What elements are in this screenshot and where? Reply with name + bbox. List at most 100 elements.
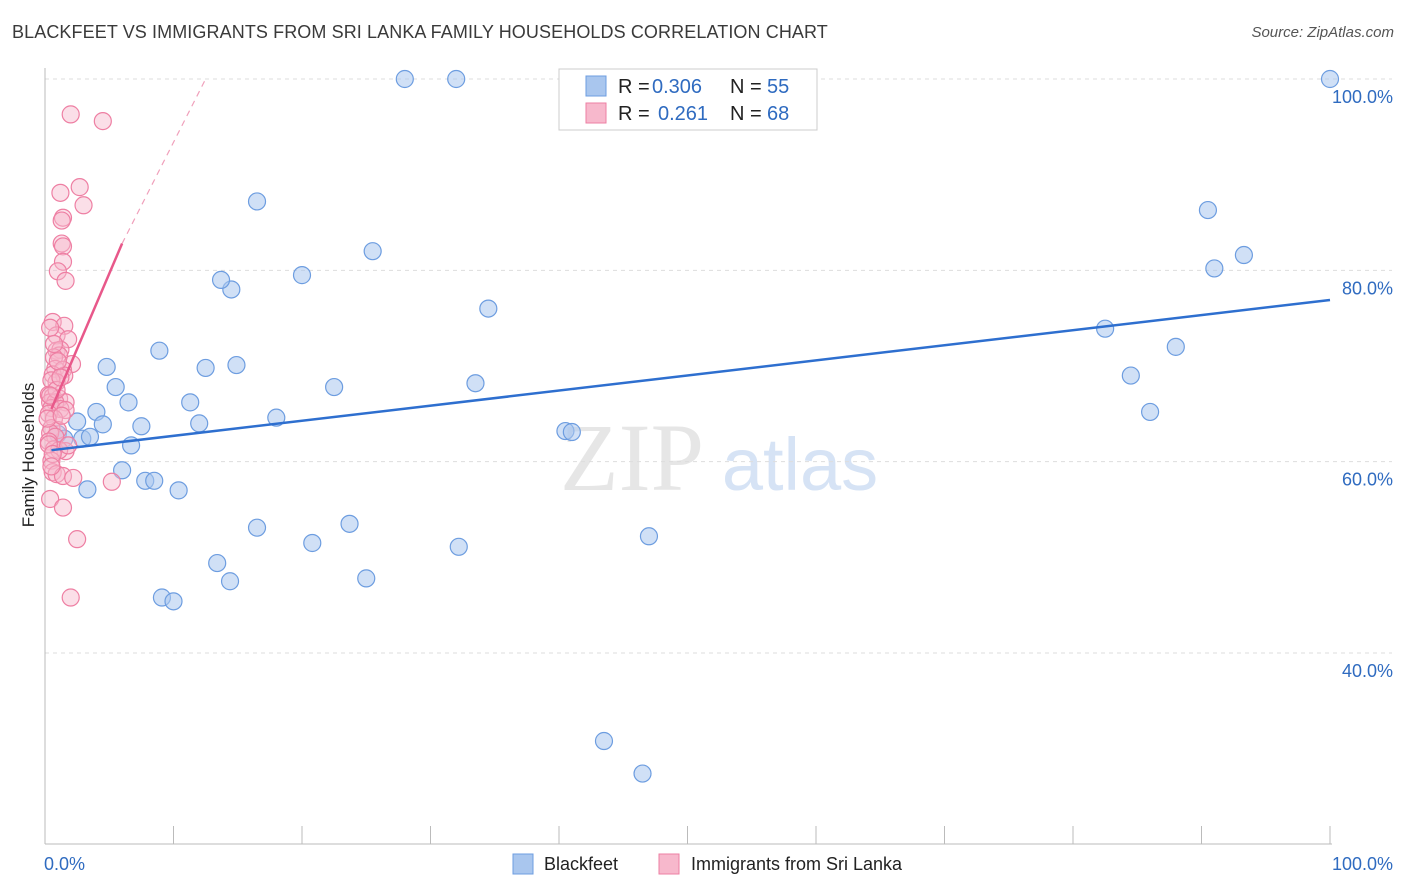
y-tick-label: 60.0%: [1342, 470, 1393, 490]
point-blackfeet: [1205, 259, 1224, 278]
point-sri-lanka: [38, 409, 57, 428]
point-blackfeet: [227, 355, 246, 375]
point-blackfeet: [303, 533, 322, 553]
point-sri-lanka: [93, 111, 112, 131]
series-blackfeet-points: [48, 69, 1340, 783]
bottom-legend: Blackfeet Immigrants from Sri Lanka: [512, 853, 903, 875]
source-label: Source: ZipAtlas.com: [1251, 24, 1394, 41]
point-sri-lanka: [59, 436, 78, 455]
legend-n-label: N =: [730, 103, 762, 125]
legend-n-sri-lanka: 68: [767, 103, 789, 125]
point-blackfeet: [220, 572, 240, 591]
point-blackfeet: [395, 69, 414, 89]
point-blackfeet: [169, 481, 188, 500]
point-blackfeet: [1096, 319, 1115, 338]
point-blackfeet: [633, 764, 652, 783]
bottom-legend-sri-lanka: Immigrants from Sri Lanka: [691, 854, 903, 874]
bottom-legend-swatch-sri-lanka: [658, 853, 680, 875]
trend-line-blackfeet: [51, 298, 1331, 452]
y-tick-label: 40.0%: [1342, 661, 1393, 681]
series-sri-lanka-points: [38, 105, 121, 607]
point-sri-lanka: [68, 530, 87, 549]
point-blackfeet: [145, 471, 164, 490]
point-sri-lanka: [44, 334, 64, 354]
point-blackfeet: [93, 415, 112, 434]
point-blackfeet: [1166, 337, 1185, 356]
legend-swatch-sri-lanka: [585, 102, 607, 124]
legend-r-label: R =: [618, 103, 650, 125]
point-blackfeet: [562, 422, 581, 442]
point-sri-lanka: [52, 406, 71, 425]
point-sri-lanka: [41, 318, 60, 337]
point-blackfeet: [181, 393, 200, 412]
point-blackfeet: [247, 192, 267, 211]
point-blackfeet: [80, 427, 100, 446]
point-blackfeet: [639, 527, 659, 546]
legend-r-sri-lanka: 0.261: [658, 103, 708, 125]
bottom-legend-swatch-blackfeet: [512, 853, 534, 875]
point-sri-lanka: [51, 183, 70, 202]
point-sri-lanka: [70, 178, 89, 197]
legend: R = 0.306 N = 55 R = 0.261 N = 68: [558, 68, 818, 131]
point-sri-lanka: [53, 498, 73, 517]
point-sri-lanka: [61, 588, 80, 607]
point-sri-lanka: [102, 472, 121, 491]
point-blackfeet: [164, 592, 183, 611]
y-axis-title: Family Households: [19, 383, 38, 528]
point-blackfeet: [247, 518, 267, 537]
point-blackfeet: [1198, 200, 1218, 220]
point-blackfeet: [479, 299, 498, 318]
point-blackfeet: [447, 69, 466, 89]
legend-r-blackfeet: 0.306: [652, 76, 702, 98]
point-blackfeet: [466, 374, 485, 393]
x-tick-labels: 0.0% 100.0%: [44, 854, 1393, 874]
point-blackfeet: [1121, 366, 1140, 385]
point-blackfeet: [292, 266, 312, 285]
gridlines: [45, 78, 1392, 654]
watermark-atlas: atlas: [722, 423, 878, 506]
bottom-legend-blackfeet: Blackfeet: [544, 854, 618, 874]
point-blackfeet: [325, 377, 344, 397]
point-blackfeet: [97, 357, 116, 377]
point-blackfeet: [340, 514, 359, 533]
point-blackfeet: [211, 270, 231, 289]
legend-swatch-blackfeet: [585, 75, 607, 97]
x-tick-label: 100.0%: [1332, 854, 1393, 874]
point-blackfeet: [208, 553, 227, 573]
point-blackfeet: [1234, 245, 1254, 265]
point-sri-lanka: [39, 435, 58, 454]
point-blackfeet: [267, 408, 286, 427]
legend-r-label: R =: [618, 76, 650, 98]
watermark-zip: ZIP: [560, 404, 704, 511]
point-sri-lanka: [48, 352, 67, 371]
point-blackfeet: [357, 569, 376, 588]
point-blackfeet: [196, 358, 215, 378]
point-sri-lanka: [61, 105, 80, 124]
point-blackfeet: [363, 242, 382, 261]
y-tick-labels: 40.0% 60.0% 80.0% 100.0%: [1332, 87, 1393, 681]
point-blackfeet: [119, 393, 138, 412]
point-blackfeet: [449, 537, 468, 556]
point-sri-lanka: [41, 489, 60, 509]
y-tick-label: 80.0%: [1342, 278, 1393, 298]
point-sri-lanka: [52, 211, 71, 230]
point-blackfeet: [150, 341, 169, 360]
point-sri-lanka: [42, 457, 61, 476]
point-sri-lanka: [56, 271, 75, 290]
point-blackfeet: [1140, 402, 1160, 422]
y-tick-label: 100.0%: [1332, 87, 1393, 107]
point-blackfeet: [106, 377, 125, 397]
trend-line-sri-lanka-extension: [121, 78, 207, 244]
point-blackfeet: [190, 414, 209, 433]
legend-n-label: N =: [730, 76, 762, 98]
trend-line-sri-lanka: [50, 243, 124, 410]
point-blackfeet: [132, 417, 151, 436]
point-sri-lanka: [53, 237, 73, 256]
point-sri-lanka: [53, 252, 73, 271]
point-sri-lanka: [74, 196, 93, 215]
point-blackfeet: [594, 731, 614, 751]
point-blackfeet: [112, 461, 132, 480]
x-tick-label: 0.0%: [44, 854, 85, 874]
legend-n-blackfeet: 55: [767, 76, 789, 98]
